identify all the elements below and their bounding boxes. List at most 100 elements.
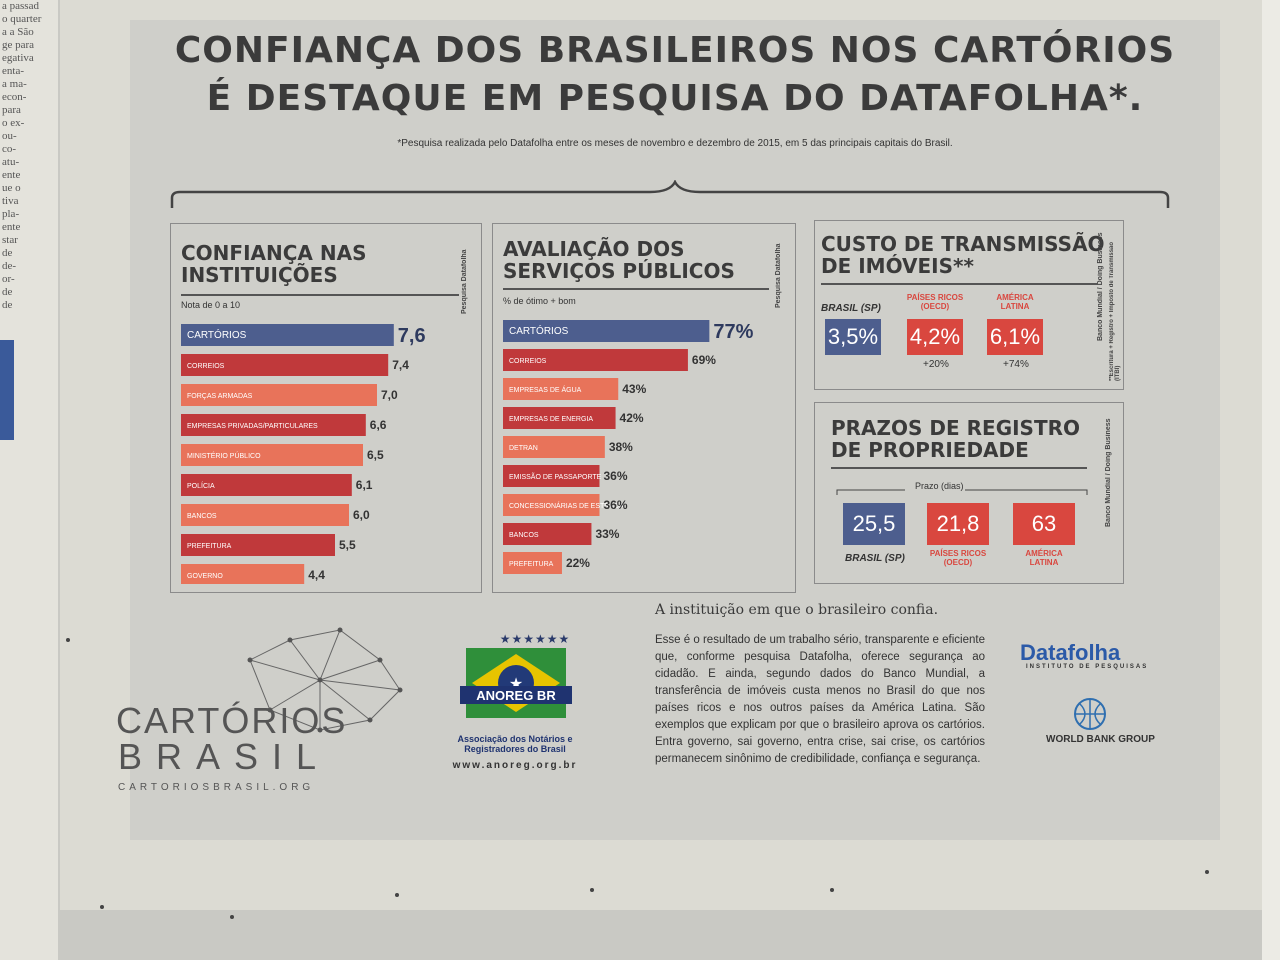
bar-6 xyxy=(181,504,349,526)
cartorios-network-icon xyxy=(247,627,403,733)
bar-label-0: CARTÓRIOS xyxy=(509,324,569,337)
bar-label-2: FORÇAS ARMADAS xyxy=(187,393,253,400)
bar-value-7: 5,5 xyxy=(339,538,356,552)
bar-1 xyxy=(181,354,389,376)
bar-label-8: GOVERNO xyxy=(187,573,223,580)
bar-value-7: 33% xyxy=(595,527,619,541)
adjacent-text-line: ou- xyxy=(2,130,17,142)
panel-prazos: PRAZOS DE REGISTRO DE PROPRIEDADE Banco M… xyxy=(814,402,1124,584)
bar-label-3: EMPRESAS PRIVADAS/PARTICULARES xyxy=(187,423,318,430)
anoreg-stars: ★★★★★★ xyxy=(499,632,571,646)
adjacent-text-line: ue o xyxy=(2,182,21,194)
adjacent-text-line: o quarter xyxy=(2,13,42,25)
prazos-ricos-value: 21,8 xyxy=(927,503,989,545)
prazos-ricos-label: PAÍSES RICOS (OECD) xyxy=(929,549,987,567)
bar-label-4: MINISTÉRIO PÚBLICO xyxy=(187,451,261,460)
prazos-latina-value: 63 xyxy=(1013,503,1075,545)
bar-0 xyxy=(181,324,394,346)
advertisement: CONFIANÇA DOS BRASILEIROS NOS CARTÓRIOS … xyxy=(116,20,1220,840)
adjacent-text-line: a a São xyxy=(2,26,34,38)
panel-custo: CUSTO DE TRANSMISSÃO DE IMÓVEIS** Banco M… xyxy=(814,220,1124,390)
headline-line-2: É DESTAQUE EM PESQUISA DO DATAFOLHA*. xyxy=(206,78,1144,119)
bar-7 xyxy=(181,534,335,556)
custo-ricos-value: 4,2% xyxy=(907,319,963,355)
adjacent-text-line: de xyxy=(2,247,13,259)
panel-confianca: CONFIANÇA NAS INSTITUIÇÕES Nota de 0 a 10… xyxy=(170,223,482,593)
adjacent-text-line: de xyxy=(2,286,13,298)
print-mark xyxy=(1205,870,1209,874)
worldbank-globe-icon xyxy=(1074,698,1106,730)
custo-underline xyxy=(821,283,1097,285)
anoreg-url: www.anoreg.org.br xyxy=(452,760,578,771)
bar-label-1: CORREIOS xyxy=(187,363,225,370)
anoreg-flag: ★ xyxy=(466,648,566,718)
adjacent-text-line: o ex- xyxy=(2,117,25,129)
bar-5 xyxy=(181,474,352,496)
chart2-plot: CARTÓRIOS 77% CORREIOS 69% EMPRESAS DE ÁGUA 4… xyxy=(503,320,754,574)
prazos-underline xyxy=(831,467,1087,469)
bar-2 xyxy=(503,378,619,400)
bar-label-6: CONCESSIONÁRIAS DE ESTRADA xyxy=(509,501,624,510)
bar-0 xyxy=(503,320,710,342)
institution-headline: A instituição em que o brasileiro confia… xyxy=(655,602,939,618)
bar-label-3: EMPRESAS DE ENERGIA xyxy=(509,416,593,423)
bar-label-7: BANCOS xyxy=(509,532,539,539)
adjacent-text-line: de- xyxy=(2,260,17,272)
custo-brasil-value: 3,5% xyxy=(825,319,881,355)
bar-1 xyxy=(503,349,688,371)
print-mark xyxy=(100,905,104,909)
bar-6 xyxy=(503,494,600,516)
bar-8 xyxy=(503,552,562,574)
prazos-axis-label: Prazo (dias) xyxy=(915,481,964,491)
custo-footnote: **Escritura + Registro + Imposto de Tran… xyxy=(1109,241,1121,381)
adjacent-text-line: tiva xyxy=(2,195,19,207)
prazos-brasil-label: BRASIL (SP) xyxy=(845,553,905,564)
adjacent-text-line: ente xyxy=(2,221,21,233)
custo-ricos-label: PAÍSES RICOS (OECD) xyxy=(906,293,964,311)
bar-value-6: 6,0 xyxy=(353,508,370,522)
adjacent-page: a passad o quarter a a São ge para egativa en… xyxy=(0,0,58,960)
bar-value-8: 22% xyxy=(566,556,590,570)
prazos-brasil-value: 25,5 xyxy=(843,503,905,545)
chart2-title: AVALIAÇÃO DOS SERVIÇOS PÚBLICOS xyxy=(503,237,735,283)
cartorios-logo-line1: CARTÓRIOS xyxy=(116,700,348,741)
cartorios-logo-line2: BRASIL xyxy=(118,736,331,777)
institution-body: Esse é o resultado de um trabalho sério,… xyxy=(655,634,985,765)
adjacent-text-line: a passad xyxy=(2,0,39,12)
bar-3 xyxy=(181,414,366,436)
custo-source: Banco Mundial / Doing Business xyxy=(1097,232,1104,341)
adjacent-text-line: de xyxy=(2,299,13,311)
adjacent-page-image xyxy=(0,340,14,440)
bar-value-6: 36% xyxy=(603,498,627,512)
chart2-subtitle: % de ótimo + bom xyxy=(503,296,576,306)
bar-label-5: POLÍCIA xyxy=(187,481,215,490)
anoreg-description: Associação dos Notários e Registradores d… xyxy=(457,734,573,754)
print-mark xyxy=(230,915,234,919)
bar-value-1: 69% xyxy=(692,353,716,367)
adjacent-text-line: atu- xyxy=(2,156,20,168)
chart1-source: Pesquisa Datafolha xyxy=(461,249,468,314)
bar-value-3: 6,6 xyxy=(370,418,387,432)
bar-label-4: DETRAN xyxy=(509,445,538,452)
bar-2 xyxy=(181,384,377,406)
print-mark xyxy=(830,888,834,892)
bar-label-8: PREFEITURA xyxy=(509,561,554,568)
custo-brasil-label: BRASIL (SP) xyxy=(821,303,881,314)
bar-label-0: CARTÓRIOS xyxy=(187,328,247,341)
adjacent-text-line: ge para xyxy=(2,39,35,51)
anoreg-name: ANOREG BR xyxy=(460,686,572,704)
bar-value-2: 7,0 xyxy=(381,388,398,402)
bar-4 xyxy=(181,444,363,466)
bar-value-4: 6,5 xyxy=(367,448,384,462)
bar-5 xyxy=(503,465,600,487)
datafolha-subtitle: INSTITUTO DE PESQUISAS xyxy=(1026,664,1149,670)
bar-value-0: 7,6 xyxy=(398,325,426,347)
chart2-underline xyxy=(503,288,769,290)
bar-label-1: CORREIOS xyxy=(509,358,547,365)
chart2-source: Pesquisa Datafolha xyxy=(775,243,782,308)
bar-label-6: BANCOS xyxy=(187,513,217,520)
custo-latina-value: 6,1% xyxy=(987,319,1043,355)
bar-value-2: 43% xyxy=(622,382,646,396)
adjacent-text-line: or- xyxy=(2,273,15,285)
prazos-source: Banco Mundial / Doing Business xyxy=(1105,418,1112,527)
